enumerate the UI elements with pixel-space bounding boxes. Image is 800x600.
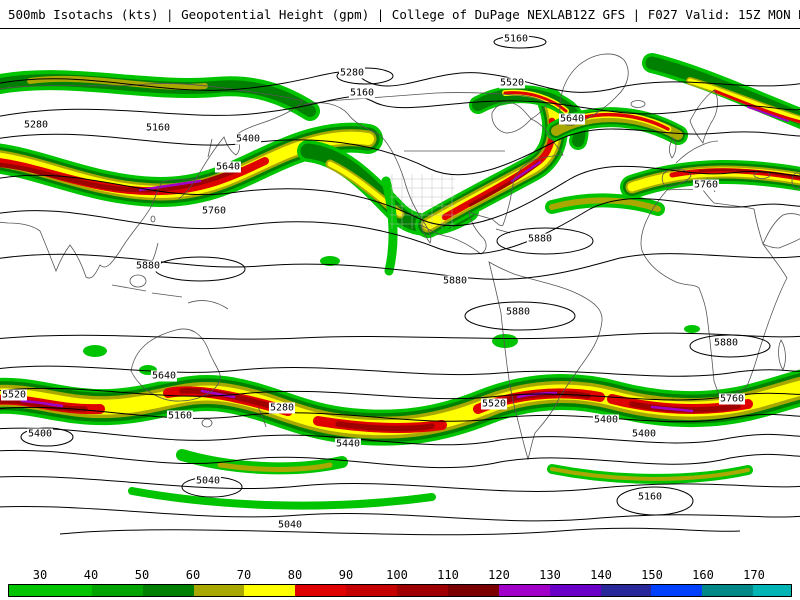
product-header: 500mb Isotachs (kts) | Geopotential Heig… bbox=[0, 0, 800, 29]
colorbar-tick-row: 30 40 50 60 70 80 90 100 110 120 130 140 150 160 170 bbox=[8, 566, 792, 584]
height-contours-layer bbox=[0, 35, 800, 536]
colorbar-tick-label: 90 bbox=[338, 568, 354, 582]
colorbar-segment bbox=[702, 585, 754, 596]
colorbar-segment bbox=[498, 585, 550, 596]
colorbar-tick-label: 140 bbox=[590, 568, 612, 582]
colorbar-segment bbox=[142, 585, 194, 596]
colorbar-segment bbox=[9, 585, 41, 596]
model-run-info: 12Z GFS | F027 Valid: 15Z MON NOV 17 202… bbox=[572, 6, 800, 22]
colorbar-tick-label: 80 bbox=[287, 568, 303, 582]
map-canvas: 5280 5160 5160 5280 5160 5400 5640 5760 5880 5880… bbox=[0, 29, 800, 566]
colorbar-tick-label: 150 bbox=[641, 568, 663, 582]
colorbar-strip bbox=[8, 584, 792, 597]
coastlines-layer bbox=[0, 53, 800, 461]
colorbar-tick-label: 130 bbox=[539, 568, 561, 582]
colorbar-segment bbox=[397, 585, 448, 596]
isotach-bands-layer bbox=[0, 63, 800, 506]
colorbar: 30 40 50 60 70 80 90 100 110 120 130 140 150 160 170 bbox=[0, 566, 800, 600]
colorbar-segment bbox=[651, 585, 703, 596]
colorbar-tick-label: 120 bbox=[488, 568, 510, 582]
colorbar-segment bbox=[244, 585, 296, 596]
colorbar-tick-label: 160 bbox=[692, 568, 714, 582]
colorbar-tick-label: 40 bbox=[83, 568, 99, 582]
colorbar-tick-label: 100 bbox=[386, 568, 408, 582]
colorbar-tick-label: 110 bbox=[437, 568, 459, 582]
product-title: 500mb Isotachs (kts) | Geopotential Heig… bbox=[8, 6, 573, 22]
colorbar-segment bbox=[295, 585, 347, 596]
colorbar-tick-label: 50 bbox=[134, 568, 150, 582]
colorbar-segment bbox=[40, 585, 92, 596]
colorbar-segment bbox=[91, 585, 143, 596]
colorbar-segment bbox=[549, 585, 601, 596]
colorbar-segment bbox=[447, 585, 499, 596]
world-map-svg bbox=[0, 35, 800, 536]
colorbar-tick-label: 170 bbox=[743, 568, 765, 582]
colorbar-tick-label: 70 bbox=[236, 568, 252, 582]
colorbar-segment bbox=[753, 585, 792, 596]
colorbar-segment bbox=[600, 585, 652, 596]
colorbar-tick-label: 60 bbox=[185, 568, 201, 582]
colorbar-segment bbox=[346, 585, 398, 596]
colorbar-tick-label: 30 bbox=[32, 568, 48, 582]
colorbar-segment bbox=[193, 585, 245, 596]
